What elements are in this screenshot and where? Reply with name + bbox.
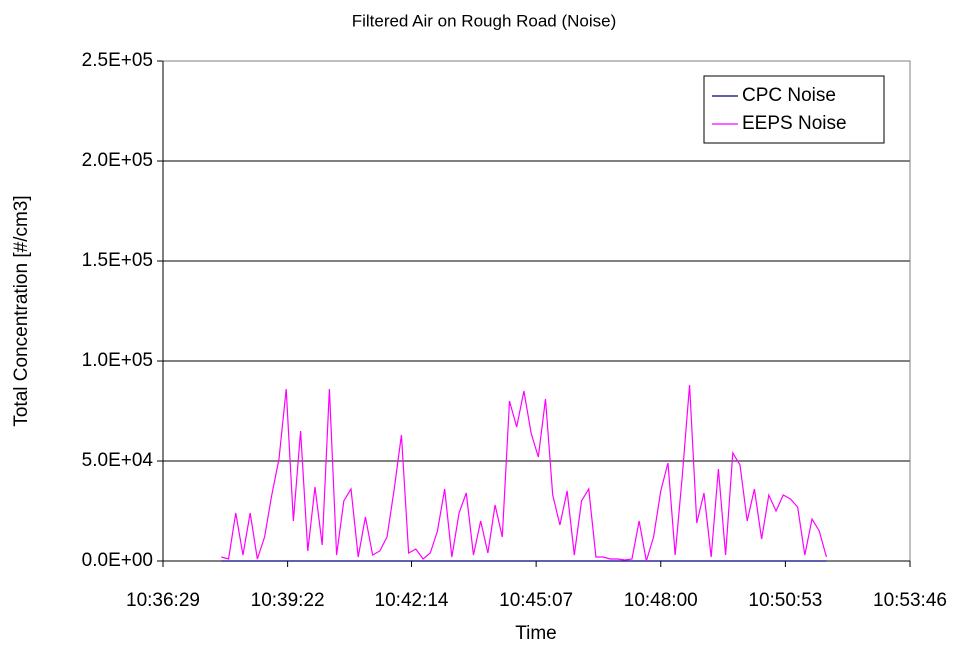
x-tick-label: 10:36:29 bbox=[126, 590, 200, 611]
y-tick-label: 2.0E+05 bbox=[82, 150, 153, 171]
x-tick-label: 10:45:07 bbox=[499, 590, 573, 611]
y-axis-label: Total Concentration [#/cm3] bbox=[11, 195, 32, 426]
y-tick-label: 5.0E+04 bbox=[82, 450, 154, 471]
x-tick-label: 10:48:00 bbox=[624, 590, 698, 611]
legend-label: EEPS Noise bbox=[742, 113, 847, 134]
y-tick-label: 1.0E+05 bbox=[82, 350, 153, 371]
y-tick-label: 0.0E+00 bbox=[82, 550, 153, 571]
legend-box bbox=[703, 75, 885, 144]
chart-title: Filtered Air on Rough Road (Noise) bbox=[352, 11, 617, 30]
series-line bbox=[221, 384, 828, 562]
x-tick-label: 10:42:14 bbox=[375, 590, 449, 611]
x-tick-label: 10:50:53 bbox=[748, 590, 822, 611]
x-tick-label: 10:53:46 bbox=[873, 590, 947, 611]
x-tick-label: 10:39:22 bbox=[251, 590, 325, 611]
y-tick-label: 2.5E+05 bbox=[82, 50, 153, 71]
y-tick-label: 1.5E+05 bbox=[82, 250, 153, 271]
x-axis-label: Time bbox=[515, 623, 557, 644]
legend-label: CPC Noise bbox=[742, 85, 836, 106]
